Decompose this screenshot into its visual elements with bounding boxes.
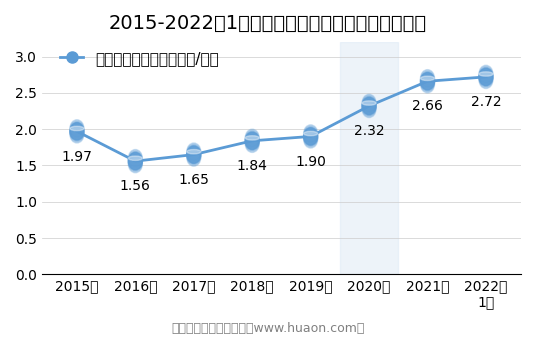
Ellipse shape: [187, 149, 201, 154]
Ellipse shape: [70, 126, 84, 130]
Circle shape: [70, 121, 84, 139]
Circle shape: [303, 129, 318, 147]
Ellipse shape: [303, 131, 318, 136]
Text: 1.90: 1.90: [295, 154, 326, 169]
Circle shape: [303, 130, 318, 148]
Circle shape: [128, 154, 143, 171]
Circle shape: [421, 75, 435, 93]
Circle shape: [187, 146, 201, 163]
Circle shape: [187, 149, 201, 166]
Circle shape: [479, 68, 493, 86]
Text: 2015-2022年1月大连商品交易所玉米期货成交均价: 2015-2022年1月大连商品交易所玉米期货成交均价: [109, 14, 427, 32]
Circle shape: [245, 130, 259, 148]
Circle shape: [128, 155, 143, 173]
Circle shape: [70, 125, 84, 143]
Circle shape: [362, 100, 376, 118]
Circle shape: [479, 65, 493, 83]
Circle shape: [245, 129, 259, 147]
Circle shape: [70, 123, 84, 140]
Circle shape: [70, 120, 84, 137]
Circle shape: [479, 70, 493, 87]
Circle shape: [303, 126, 318, 144]
Circle shape: [421, 73, 435, 90]
Circle shape: [362, 96, 376, 113]
Circle shape: [187, 147, 201, 165]
Ellipse shape: [128, 156, 143, 161]
Circle shape: [421, 71, 435, 89]
Circle shape: [362, 99, 376, 116]
Circle shape: [362, 97, 376, 115]
Circle shape: [362, 94, 376, 112]
Text: 1.97: 1.97: [62, 149, 92, 164]
Text: 1.56: 1.56: [120, 179, 151, 193]
Circle shape: [245, 132, 259, 149]
Ellipse shape: [421, 76, 435, 80]
Circle shape: [128, 152, 143, 170]
Circle shape: [187, 146, 201, 163]
Text: 制图：华经产业研究院（www.huaon.com）: 制图：华经产业研究院（www.huaon.com）: [172, 322, 364, 335]
Bar: [340, 42, 398, 274]
Text: 2.72: 2.72: [471, 95, 501, 109]
Circle shape: [479, 67, 493, 84]
Circle shape: [245, 134, 259, 151]
Circle shape: [479, 68, 493, 86]
Text: 2.66: 2.66: [412, 99, 443, 114]
Circle shape: [187, 143, 201, 161]
Ellipse shape: [362, 101, 376, 105]
Ellipse shape: [479, 72, 493, 76]
Circle shape: [245, 135, 259, 152]
Circle shape: [128, 149, 143, 167]
Legend: 玉米期货成交均价（万元/手）: 玉米期货成交均价（万元/手）: [54, 45, 226, 72]
Circle shape: [245, 132, 259, 149]
Circle shape: [421, 74, 435, 91]
Circle shape: [70, 123, 84, 140]
Ellipse shape: [245, 136, 259, 140]
Circle shape: [187, 144, 201, 162]
Circle shape: [479, 71, 493, 89]
Circle shape: [303, 128, 318, 145]
Text: 1.65: 1.65: [178, 173, 209, 187]
Circle shape: [421, 70, 435, 87]
Circle shape: [303, 128, 318, 145]
Circle shape: [128, 152, 143, 170]
Circle shape: [421, 73, 435, 90]
Circle shape: [70, 124, 84, 142]
Circle shape: [362, 97, 376, 115]
Circle shape: [128, 151, 143, 168]
Text: 2.32: 2.32: [354, 124, 384, 138]
Text: 1.84: 1.84: [237, 159, 267, 173]
Circle shape: [303, 125, 318, 142]
